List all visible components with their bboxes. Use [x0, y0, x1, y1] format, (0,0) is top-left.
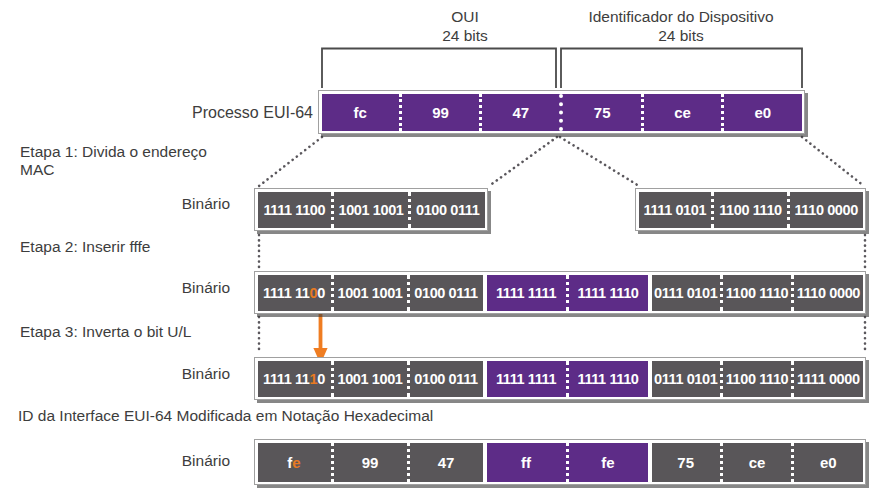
binary-label-step1: Binário — [182, 195, 230, 213]
purple-segment: 1111 11111111 1110 — [487, 361, 648, 397]
hex-cell: 75 — [652, 443, 720, 482]
gray-segment: 0111 01011100 11101111 0000 — [652, 361, 863, 397]
device-bracket — [561, 49, 802, 89]
binary-group: 1111 1110 — [258, 361, 331, 397]
hex-cell: ce — [720, 443, 791, 482]
process-eui64-label: Processo EUI-64 — [192, 104, 313, 122]
binary-group: 0100 0111 — [408, 192, 485, 228]
process-hex-cell: 75 — [559, 94, 640, 131]
binary-label-step2: Binário — [182, 279, 230, 297]
hex-cell: 99 — [331, 443, 407, 482]
binary-group: 0111 0101 — [652, 361, 720, 397]
eui64-diagram: OUI 24 bits Identificador do Dispositivo… — [0, 0, 871, 497]
final-heading: ID da Interface EUI-64 Modificada em Not… — [18, 407, 433, 425]
binary-group: 1111 1110 — [566, 361, 648, 397]
step1-label: Etapa 1: Divida o endereçoMAC — [20, 143, 207, 179]
device-id-label: Identificador do Dispositivo — [588, 8, 773, 26]
binary-group: 1100 1110 — [720, 361, 791, 397]
binary-group: 1111 0000 — [791, 361, 862, 397]
binary-group: 1100 1110 — [720, 275, 791, 311]
binary-group: 0100 0111 — [407, 275, 483, 311]
oui-bits-label: 24 bits — [442, 27, 488, 45]
gray-segment: 1111 11001001 10010100 0111 — [258, 192, 485, 228]
binary-box-step1-oui: 1111 11001001 10010100 0111 — [254, 188, 488, 231]
step1-line1: Etapa 1: Divida o endereço — [20, 143, 207, 160]
binary-group: 1111 0101 — [639, 192, 712, 228]
highlighted-bit: 1 — [310, 371, 318, 387]
process-hex-cell: 99 — [399, 94, 479, 131]
device-id-bits-label: 24 bits — [658, 27, 704, 45]
binary-group: 1110 0000 — [787, 192, 863, 228]
gray-segment: fe9947 — [258, 443, 483, 482]
process-hex-cell: e0 — [721, 94, 801, 131]
binary-label-hex: Binário — [182, 452, 230, 470]
binary-group: 1001 1001 — [331, 192, 408, 228]
gray-segment: 1111 11101001 10010100 0111 — [258, 361, 483, 397]
purple-segment: fffe — [487, 443, 648, 482]
process-purple-segment: fc994775cee0 — [322, 94, 802, 131]
process-hex-cell: fc — [322, 94, 399, 131]
process-eui64-bar: fc994775cee0 — [318, 90, 805, 134]
hex-cell: e0 — [791, 443, 862, 482]
oui-label: OUI — [451, 8, 479, 26]
process-hex-cell: 47 — [479, 94, 559, 131]
oui-bracket — [322, 49, 556, 89]
process-hex-cell: ce — [641, 94, 721, 131]
gray-segment: 1111 01011100 11101110 0000 — [639, 192, 863, 228]
step1-line2: MAC — [20, 161, 54, 178]
highlighted-bit: e — [292, 454, 300, 471]
binary-group: 1111 1100 — [258, 275, 331, 311]
hex-cell: ff — [487, 443, 566, 482]
step3-label: Etapa 3: Inverta o bit U/L — [20, 323, 191, 341]
gray-segment: 75cee0 — [652, 443, 863, 482]
binary-group: 0100 0111 — [407, 361, 483, 397]
binary-group: 1111 1111 — [487, 361, 566, 397]
binary-box-step1-device: 1111 01011100 11101110 0000 — [635, 188, 866, 231]
hex-row-final: fe9947fffe75cee0 — [254, 439, 866, 485]
binary-row-step2: 1111 11001001 10010100 01111111 11111111… — [254, 271, 866, 314]
binary-row-step3: 1111 11101001 10010100 01111111 11111111… — [254, 357, 866, 400]
binary-group: 1110 0000 — [791, 275, 862, 311]
binary-group: 1001 1001 — [331, 275, 407, 311]
hex-cell: fe — [258, 443, 331, 482]
hex-cell: 47 — [407, 443, 483, 482]
binary-group: 1111 1110 — [566, 275, 648, 311]
binary-group: 1001 1001 — [331, 361, 407, 397]
step2-label: Etapa 2: Inserir fffe — [20, 238, 150, 256]
binary-label-step3: Binário — [182, 365, 230, 383]
binary-group: 0111 0101 — [652, 275, 720, 311]
gray-segment: 1111 11001001 10010100 0111 — [258, 275, 483, 311]
purple-segment: 1111 11111111 1110 — [487, 275, 648, 311]
dotted-connectors — [259, 137, 865, 354]
hex-cell: fe — [566, 443, 648, 482]
binary-group: 1100 1110 — [711, 192, 787, 228]
gray-segment: 0111 01011100 11101110 0000 — [652, 275, 863, 311]
binary-group: 1111 1100 — [258, 192, 332, 228]
binary-group: 1111 1111 — [487, 275, 566, 311]
highlighted-bit: 0 — [310, 285, 318, 301]
